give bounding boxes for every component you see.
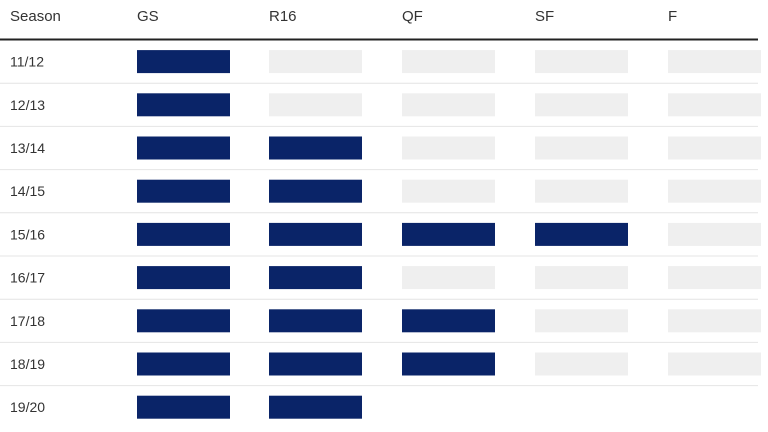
stage-cell-gs-reached xyxy=(137,395,230,419)
stage-header-f: F xyxy=(668,8,677,25)
season-label: 17/18 xyxy=(10,313,45,329)
stage-cell-r16-reached xyxy=(269,395,362,419)
stage-cell-gs-reached xyxy=(137,222,230,246)
stage-cell-r16-reached xyxy=(269,352,362,376)
stage-cell-r16-not-reached xyxy=(269,50,362,74)
stage-cell-gs-reached xyxy=(137,266,230,290)
season-label: 13/14 xyxy=(10,140,45,156)
stage-cell-r16-reached xyxy=(269,179,362,203)
season-label: 14/15 xyxy=(10,183,45,199)
stage-cell-qf-reached xyxy=(402,309,495,333)
stage-headers: GS R16 QF SF F xyxy=(137,8,677,25)
stage-cell-r16-not-reached xyxy=(269,93,362,117)
season-row: 12/13 xyxy=(0,93,761,127)
stage-cell-qf-not-reached xyxy=(402,93,495,117)
stage-cell-r16-reached xyxy=(269,309,362,333)
season-row: 14/15 xyxy=(0,179,761,214)
stage-cell-r16-reached xyxy=(269,266,362,290)
season-label: 12/13 xyxy=(10,97,45,113)
stage-cell-sf-not-reached xyxy=(535,136,628,160)
season-row: 17/18 xyxy=(0,309,761,343)
season-row: 13/14 xyxy=(0,136,761,171)
stage-cell-f-not-reached xyxy=(668,222,761,246)
stage-cell-qf-not-reached xyxy=(402,136,495,160)
season-row: 16/17 xyxy=(0,266,761,300)
stage-cell-gs-reached xyxy=(137,136,230,160)
stage-cell-sf-not-reached xyxy=(535,352,628,376)
stage-header-qf: QF xyxy=(402,8,423,25)
stage-cell-f-not-reached xyxy=(668,93,761,117)
season-row: 15/16 xyxy=(0,222,761,257)
season-rows: 11/12 12/13 13/14 14/15 15/16 16/17 17/18 18/19… xyxy=(0,50,761,419)
stage-cell-qf-not-reached xyxy=(402,50,495,74)
stage-header-gs: GS xyxy=(137,8,159,25)
season-label: 15/16 xyxy=(10,226,45,242)
stage-header-r16: R16 xyxy=(269,8,297,25)
stage-cell-r16-reached xyxy=(269,136,362,160)
stage-cell-sf-not-reached xyxy=(535,179,628,203)
stage-cell-qf-not-reached xyxy=(402,179,495,203)
stage-header-sf: SF xyxy=(535,8,554,25)
stage-cell-f-not-reached xyxy=(668,136,761,160)
stage-cell-qf-not-reached xyxy=(402,266,495,290)
stage-cell-sf-not-reached xyxy=(535,93,628,117)
stage-cell-sf-reached xyxy=(535,222,628,246)
stage-cell-f-not-reached xyxy=(668,179,761,203)
season-label: 19/20 xyxy=(10,399,45,415)
stage-cell-gs-reached xyxy=(137,309,230,333)
season-column-header: Season xyxy=(10,8,61,25)
season-label: 11/12 xyxy=(10,54,44,70)
stage-cell-sf-not-reached xyxy=(535,50,628,74)
stage-cell-r16-reached xyxy=(269,222,362,246)
stage-cell-gs-reached xyxy=(137,93,230,117)
season-row: 19/20 xyxy=(10,395,362,419)
stage-cell-f-not-reached xyxy=(668,352,761,376)
stage-cell-qf-reached xyxy=(402,222,495,246)
season-label: 16/17 xyxy=(10,270,45,286)
stage-cell-f-not-reached xyxy=(668,309,761,333)
stage-cell-qf-reached xyxy=(402,352,495,376)
stage-cell-sf-not-reached xyxy=(535,266,628,290)
stage-cell-gs-reached xyxy=(137,179,230,203)
stage-cell-f-not-reached xyxy=(668,266,761,290)
stage-cell-sf-not-reached xyxy=(535,309,628,333)
season-row: 18/19 xyxy=(0,352,761,387)
season-label: 18/19 xyxy=(10,356,45,372)
stage-cell-gs-reached xyxy=(137,50,230,74)
stage-cell-f-not-reached xyxy=(668,50,761,74)
season-row: 11/12 xyxy=(0,50,761,84)
stage-cell-gs-reached xyxy=(137,352,230,376)
